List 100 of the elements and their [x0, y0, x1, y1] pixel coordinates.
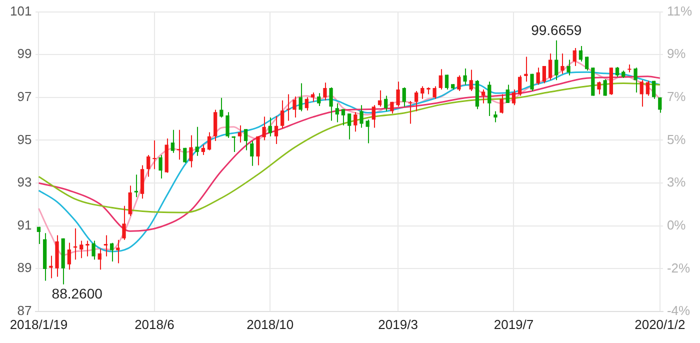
- candlestick: [158, 154, 162, 180]
- candlestick: [244, 128, 248, 151]
- candlestick: [360, 104, 364, 128]
- candlestick: [603, 78, 607, 96]
- candlestick: [402, 86, 406, 108]
- candlestick: [304, 96, 309, 111]
- candlestick: [640, 80, 644, 108]
- y-tick-label: 101: [10, 3, 32, 18]
- candlestick: [469, 69, 473, 92]
- candlestick: [207, 132, 212, 151]
- x-tick-label: 2019/3: [378, 316, 418, 332]
- candlestick: [530, 73, 534, 92]
- candlestick: [548, 53, 552, 81]
- candlestick: [201, 144, 205, 156]
- candlestick: [116, 239, 120, 264]
- candlestick: [584, 56, 589, 72]
- y2-tick-label: 11%: [666, 3, 692, 18]
- y-tick-label: 97: [17, 88, 32, 104]
- candlestick: [323, 82, 327, 101]
- candlestick: [658, 96, 662, 114]
- candlestick: [578, 46, 583, 62]
- y2-tick-label: 0%: [666, 217, 686, 232]
- candlestick: [310, 92, 315, 102]
- candlestick: [341, 108, 346, 126]
- candlestick: [408, 100, 412, 124]
- candlestick: [146, 154, 150, 178]
- candlestick: [432, 86, 436, 100]
- candlestick: [152, 140, 156, 170]
- candlestick: [86, 240, 90, 257]
- annotation: 88.2600: [52, 285, 103, 302]
- candlestick: [274, 116, 278, 145]
- candlestick: [92, 240, 96, 260]
- candlestick: [183, 147, 187, 164]
- candlestick: [298, 82, 302, 112]
- candlestick: [378, 90, 382, 108]
- candlestick: [366, 119, 370, 144]
- candlestick: [220, 97, 224, 118]
- candlestick: [226, 112, 230, 138]
- candlestick: [104, 234, 108, 257]
- candlestick: [438, 68, 442, 90]
- candlestick: [500, 94, 504, 114]
- candlestick: [463, 68, 467, 86]
- candlestick: [494, 110, 498, 123]
- y2-tick-label: 7%: [666, 89, 686, 104]
- candlestick: [444, 74, 449, 90]
- candlestick: [347, 112, 352, 140]
- candlestick: [512, 88, 516, 106]
- candlestick: [634, 67, 638, 93]
- candlestick: [262, 116, 266, 141]
- candlestick: [250, 140, 254, 166]
- candlestick: [518, 74, 522, 96]
- candlestick: [80, 240, 84, 259]
- candlestick: [122, 205, 126, 240]
- candlestick: [384, 95, 388, 112]
- candlestick: [134, 174, 138, 198]
- candlestick: [554, 40, 558, 81]
- candlestick: [597, 81, 601, 95]
- y2-tick-label: -4%: [666, 302, 691, 318]
- candlestick: [536, 67, 540, 86]
- candlestick: [286, 94, 290, 122]
- candlestick: [372, 104, 376, 128]
- candlestick: [396, 81, 400, 108]
- candlestick: [646, 80, 650, 96]
- y-tick-label: 95: [17, 132, 32, 147]
- annotation: 99.6659: [531, 22, 582, 38]
- candlestick: [176, 129, 181, 160]
- candlestick: [292, 96, 296, 118]
- y2-tick-label: 5%: [666, 132, 686, 147]
- candlestick: [67, 242, 72, 270]
- candlestick: [615, 66, 620, 78]
- candlestick: [280, 100, 284, 129]
- candlestick: [128, 185, 132, 216]
- candlestick: [542, 65, 546, 84]
- candlestick: [232, 136, 236, 152]
- candlestick: [329, 86, 333, 122]
- x-tick-label: 2019/7: [494, 316, 534, 332]
- candlestick: [652, 80, 656, 100]
- candlestick: [195, 126, 199, 156]
- candlestick: [98, 248, 102, 270]
- candlestick: [268, 117, 272, 137]
- y-tick-label: 99: [17, 46, 32, 62]
- candlestick: [354, 112, 358, 132]
- candlestick: [335, 102, 339, 123]
- candlestick: [488, 81, 492, 117]
- y2-tick-label: 3%: [666, 174, 686, 190]
- candlestick: [481, 88, 486, 104]
- x-tick-label: 2018/6: [134, 316, 174, 332]
- y-tick-label: 89: [17, 260, 32, 276]
- candlestick: [524, 56, 528, 82]
- candlestick: [170, 129, 175, 154]
- candlestick: [110, 242, 114, 262]
- candlestick: [506, 84, 510, 104]
- candlestick: [36, 226, 41, 244]
- y-tick-label: 93: [17, 174, 32, 190]
- candlestick: [238, 124, 242, 144]
- x-tick-label: 2020/1/2: [634, 316, 686, 332]
- candlestick: [414, 90, 418, 112]
- candlestick: [572, 47, 576, 66]
- candlestick: [560, 53, 564, 74]
- line-series: [38, 82, 661, 214]
